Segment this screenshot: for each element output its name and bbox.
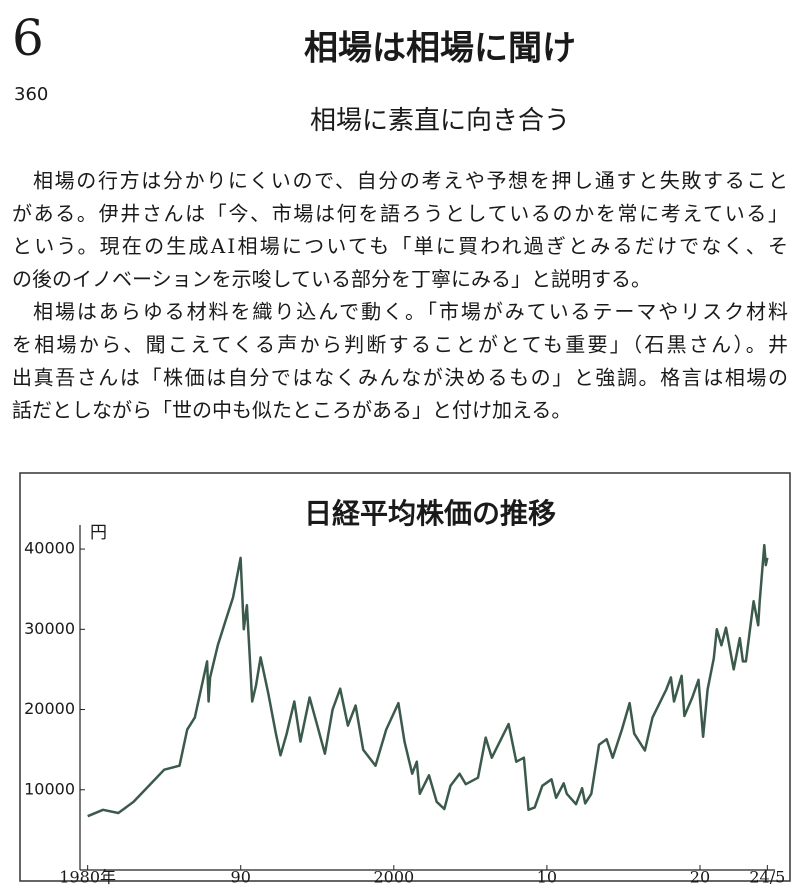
x-tick-label: 1980年 xyxy=(59,868,116,887)
page-number: 360 xyxy=(14,84,48,105)
body-line: という。現在の生成AI相場についても「単に買われ過ぎとみるだけでなく、そ xyxy=(12,234,788,258)
body-line: 相場の行方は分かりにくいので、自分の考えや予想を押し通すと失敗すること xyxy=(33,169,788,193)
x-tick-label: 2000 xyxy=(373,868,414,887)
chart-title: 日経平均株価の推移 xyxy=(304,497,556,530)
body-text: 相場の行方は分かりにくいので、自分の考えや予想を押し通すと失敗することがある。伊… xyxy=(12,169,788,423)
y-tick-label: 30000 xyxy=(24,619,75,638)
chart: 日経平均株価の推移 円 10000 20000 30000 40000 1980年 90 2… xyxy=(24,497,785,887)
body-line: 相場はあらゆる材料を織り込んで動く。「市場がみているテーマやリスク材料 xyxy=(33,300,788,324)
x-tick-label: 20 xyxy=(690,868,710,887)
body-line: がある。伊井さんは「今、市場は何を語ろうとしているのかを常に考えている」 xyxy=(12,201,788,225)
x-tick-label: 10 xyxy=(537,868,557,887)
article-title: 相場は相場に聞け xyxy=(304,29,576,69)
x-tick-label: 90 xyxy=(231,868,251,887)
body-line: を相場から、聞こえてくる声から判断することがとても重要」（石黒さん）。井 xyxy=(12,333,788,357)
section-number: 6 xyxy=(12,9,44,67)
body-line: の後のイノベーションを示唆している部分を丁寧にみる」と説明する。 xyxy=(12,267,651,291)
body-line: 話だとしながら「世の中も似たところがある」と付け加える。 xyxy=(12,398,571,422)
body-line: 出真吾さんは「株価は自分ではなくみんなが決めるもの」と強調。格言は相場の xyxy=(12,365,788,389)
price-line xyxy=(87,543,769,818)
article-subtitle: 相場に素直に向き合う xyxy=(310,106,570,136)
y-tick-label: 10000 xyxy=(24,779,75,798)
y-axis-label: 円 xyxy=(90,523,107,543)
y-tick-label: 40000 xyxy=(24,539,75,558)
chart-frame xyxy=(19,472,791,882)
y-tick-label: 20000 xyxy=(24,699,75,718)
x-tick-label: 24/5 xyxy=(749,868,785,887)
